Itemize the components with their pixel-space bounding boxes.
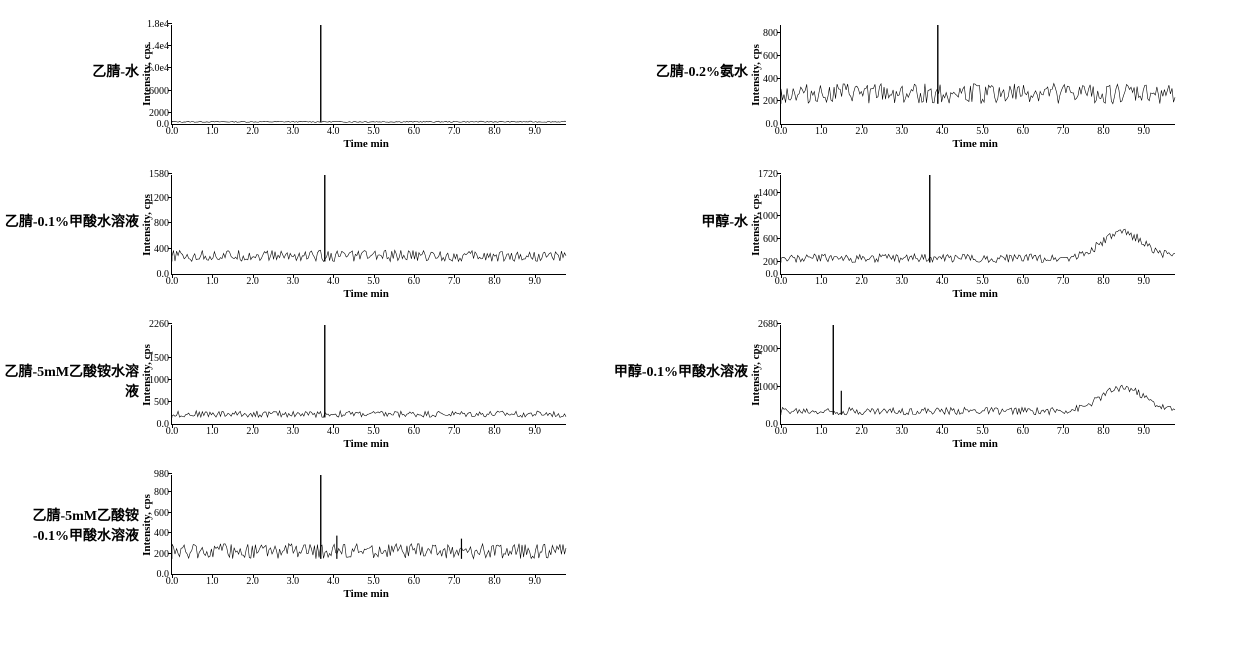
chart-panel-p3: 乙腈-5mM乙酸铵水溶液Intensity, cpsTime min500100…: [171, 325, 566, 425]
y-tick-label: 1.4e4: [147, 41, 172, 52]
y-tick-label: 800: [763, 28, 781, 39]
y-tick-label: 1000: [758, 382, 781, 393]
chart-panel-p5: 乙腈-0.2%氨水Intensity, cpsTime min200400600…: [780, 25, 1175, 125]
chromatogram-trace: [172, 475, 566, 574]
y-tick-label: 400: [763, 74, 781, 85]
y-tick-label: 6000: [149, 86, 172, 97]
y-tick-label: 1200: [149, 193, 172, 204]
chart-panel-p4: 乙腈-5mM乙酸铵-0.1%甲酸水溶液Intensity, cpsTime mi…: [171, 475, 566, 575]
y-tick-label: 600: [154, 508, 172, 519]
x-axis-label: Time min: [953, 438, 998, 450]
y-tick-label: 1.0e4: [147, 63, 172, 74]
x-axis-label: Time min: [344, 588, 389, 600]
y-tick-label: 1720: [758, 169, 781, 180]
chart-panel-p2: 乙腈-0.1%甲酸水溶液Intensity, cpsTime min400800…: [171, 175, 566, 275]
y-tick-label: 600: [763, 234, 781, 245]
y-tick-label: 500: [154, 397, 172, 408]
y-tick-label: 800: [154, 218, 172, 229]
chart-axes: Intensity, cpsTime min200600100014001720…: [780, 175, 1175, 275]
x-axis-label: Time min: [344, 438, 389, 450]
x-axis-label: Time min: [953, 288, 998, 300]
y-tick-label: 200: [763, 96, 781, 107]
chart-axes: Intensity, cpsTime min2004006008009800.0…: [171, 475, 566, 575]
chart-panel-p1: 乙腈-水Intensity, cpsTime min200060001.0e41…: [171, 25, 566, 125]
y-tick-label: 1.8e4: [147, 19, 172, 30]
x-axis-label: Time min: [953, 138, 998, 150]
y-tick-label: 1500: [149, 353, 172, 364]
y-tick-label: 800: [154, 487, 172, 498]
y-tick-label: 200: [154, 549, 172, 560]
panel-label: 乙腈-5mM乙酸铵-0.1%甲酸水溶液: [0, 505, 139, 545]
x-axis-label: Time min: [344, 288, 389, 300]
panel-label: 乙腈-0.1%甲酸水溶液: [0, 211, 139, 231]
y-tick-label: 1580: [149, 169, 172, 180]
y-axis-label: Intensity, cps: [750, 194, 762, 256]
chart-axes: Intensity, cpsTime min400800120015800.00…: [171, 175, 566, 275]
chromatogram-trace: [172, 325, 566, 424]
chromatogram-trace: [781, 325, 1175, 424]
chart-axes: Intensity, cpsTime min1000200026800.00.0…: [780, 325, 1175, 425]
y-tick-label: 400: [154, 244, 172, 255]
chart-axes: Intensity, cpsTime min200060001.0e41.4e4…: [171, 25, 566, 125]
panel-label: 乙腈-水: [0, 61, 139, 81]
y-axis-label: Intensity, cps: [750, 44, 762, 106]
panel-label: 乙腈-0.2%氨水: [603, 61, 748, 81]
y-tick-label: 1000: [758, 211, 781, 222]
y-tick-label: 2000: [149, 108, 172, 119]
y-tick-label: 1000: [149, 375, 172, 386]
chart-axes: Intensity, cpsTime min5001000150022600.0…: [171, 325, 566, 425]
chromatogram-trace: [781, 175, 1175, 274]
panel-label: 甲醇-水: [603, 211, 748, 231]
y-tick-label: 2680: [758, 319, 781, 330]
y-axis-label: Intensity, cps: [141, 494, 153, 556]
y-tick-label: 2260: [149, 319, 172, 330]
panel-label: 甲醇-0.1%甲酸水溶液: [603, 361, 748, 381]
y-tick-label: 400: [154, 528, 172, 539]
chart-panel-p6: 甲醇-水Intensity, cpsTime min20060010001400…: [780, 175, 1175, 275]
y-tick-label: 2000: [758, 344, 781, 355]
chart-panel-p7: 甲醇-0.1%甲酸水溶液Intensity, cpsTime min100020…: [780, 325, 1175, 425]
panel-label: 乙腈-5mM乙酸铵水溶液: [0, 361, 139, 401]
y-tick-label: 1400: [758, 188, 781, 199]
y-tick-label: 980: [154, 469, 172, 480]
x-axis-label: Time min: [344, 138, 389, 150]
chromatogram-trace: [781, 25, 1175, 124]
chart-axes: Intensity, cpsTime min2004006008000.00.0…: [780, 25, 1175, 125]
chromatogram-trace: [172, 25, 566, 124]
chromatogram-trace: [172, 175, 566, 274]
y-tick-label: 200: [763, 257, 781, 268]
y-tick-label: 600: [763, 51, 781, 62]
